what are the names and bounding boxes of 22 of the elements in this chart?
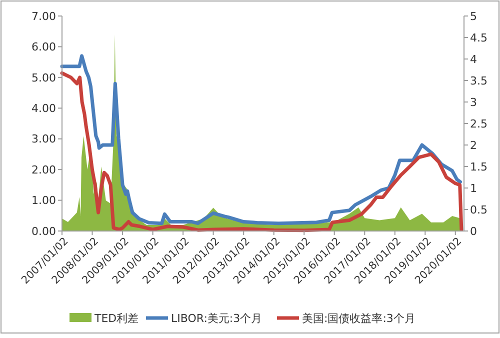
y2-tick-label: 3 (470, 96, 477, 109)
y2-tick-label: 4.5 (470, 31, 488, 44)
legend-label: LIBOR:美元:3个月 (171, 312, 262, 325)
y2-tick-label: 3.5 (470, 74, 488, 88)
y2-tick-label: 2.5 (470, 117, 488, 130)
y2-tick-label: 0.5 (470, 203, 488, 216)
y-tick-label: 0.00 (32, 224, 56, 238)
legend-label: TED利差 (94, 312, 139, 325)
y2-tick-label: 1 (470, 182, 477, 195)
y-tick-label: 2.00 (32, 163, 56, 176)
y-tick-label: 4.00 (32, 102, 56, 115)
y-tick-label: 7.00 (32, 10, 56, 23)
y-tick-label: 1.00 (32, 194, 56, 208)
y-tick-label: 3.00 (32, 132, 56, 146)
y2-tick-label: 1.5 (470, 160, 488, 174)
y-tick-label: 5.00 (32, 71, 56, 84)
y2-tick-label: 0 (470, 224, 477, 238)
y2-tick-label: 4 (470, 52, 477, 66)
legend-label: 美国:国债收益率:3个月 (302, 312, 416, 325)
y2-tick-label: 5 (470, 10, 477, 23)
y2-tick-label: 2 (470, 138, 477, 152)
y-tick-label: 6.00 (32, 40, 56, 54)
